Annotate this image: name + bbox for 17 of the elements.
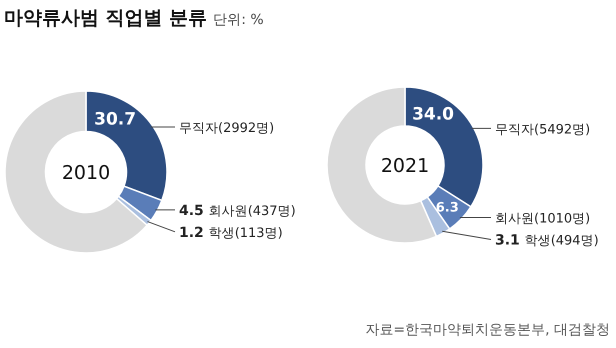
text: 자료=한국마약퇴치운동본부, 대검찰청 bbox=[365, 322, 610, 338]
slice-label: 학생(113명) bbox=[208, 226, 283, 241]
text: 2021 bbox=[380, 155, 430, 177]
data-label: 30.7 bbox=[94, 110, 136, 130]
data-label: 34.0 bbox=[412, 104, 454, 125]
data-label: 3.1 bbox=[495, 232, 525, 249]
slice-label: 무직자(2992명) bbox=[179, 120, 274, 136]
slice-label: 회사원(1010명) bbox=[495, 212, 590, 227]
data-label: 6.3 bbox=[436, 200, 459, 216]
slice-label: 학생(494명) bbox=[524, 234, 599, 249]
text: 2010 bbox=[62, 162, 110, 184]
slice-label: 회사원(437명) bbox=[208, 204, 296, 219]
text: 단위: % bbox=[213, 12, 264, 28]
slice-label: 무직자(5492명) bbox=[495, 122, 590, 138]
text: 마약류사범 직업별 분류 bbox=[4, 7, 208, 29]
data-label: 4.5 bbox=[179, 202, 209, 219]
data-label: 1.2 bbox=[179, 224, 209, 241]
